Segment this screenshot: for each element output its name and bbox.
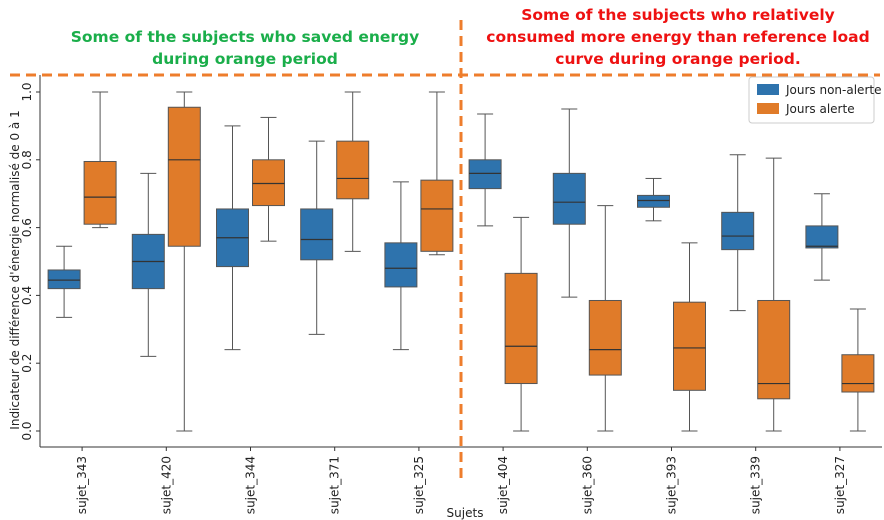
box-alert [504,272,538,385]
y-tick-label: 0.4 [20,286,34,305]
box-non-alert [721,211,755,251]
box-alert [336,140,370,200]
box-non-alert [468,159,502,190]
x-tick-label: sujet_344 [244,456,258,514]
y-tick-label: 0.2 [20,354,34,373]
x-axis-label: Sujets [447,506,484,520]
y-tick-label: 1.0 [20,82,34,101]
x-tick-label: sujet_420 [159,456,173,514]
box-non-alert [805,225,839,249]
legend-frame [748,76,875,124]
x-tick-label: sujet_404 [496,456,510,514]
annotation-consumed-more: Some of the subjects who relatively cons… [486,6,870,68]
x-tick-label: sujet_371 [328,456,342,514]
box-non-alert [300,208,334,261]
y-tick-label: 0.0 [20,421,34,440]
box-alert [252,159,285,207]
legend: Jours non-alerte Jours alerte [748,76,881,124]
x-tick-label: sujet_360 [580,456,594,514]
annotation-saved-energy: Some of the subjects who saved energy du… [70,28,420,68]
plot-area: 0.0 0.2 0.4 0.6 0.8 1.0 sujet_343 sujet_420 suje… [10,20,882,514]
x-tick-label: sujet_327 [833,456,847,514]
legend-swatch-alert [757,103,779,114]
x-tick-label: sujet_339 [749,456,763,514]
x-tick-label: sujet_393 [665,456,679,514]
x-tick-label: sujet_325 [412,456,426,514]
legend-label-non-alert: Jours non-alerte [785,83,881,97]
box-alert [420,179,454,252]
box-non-alert [47,269,81,290]
legend-label-alert: Jours alerte [785,102,855,116]
box-non-alert [552,172,586,225]
box-non-alert [637,194,670,208]
box-alert [588,299,622,376]
box-alert [167,106,201,247]
x-tick-label: sujet_343 [75,456,89,514]
box-alert [83,160,117,225]
legend-swatch-non-alert [757,84,779,95]
y-axis-label: Indicateur de différence d'énergie norma… [8,110,22,429]
y-tick-label: 0.6 [20,218,34,237]
box-non-alert [384,242,418,288]
box-alert [757,299,791,400]
box-alert [841,354,875,393]
box-alert [673,301,706,391]
y-tick-label: 0.8 [20,150,34,169]
